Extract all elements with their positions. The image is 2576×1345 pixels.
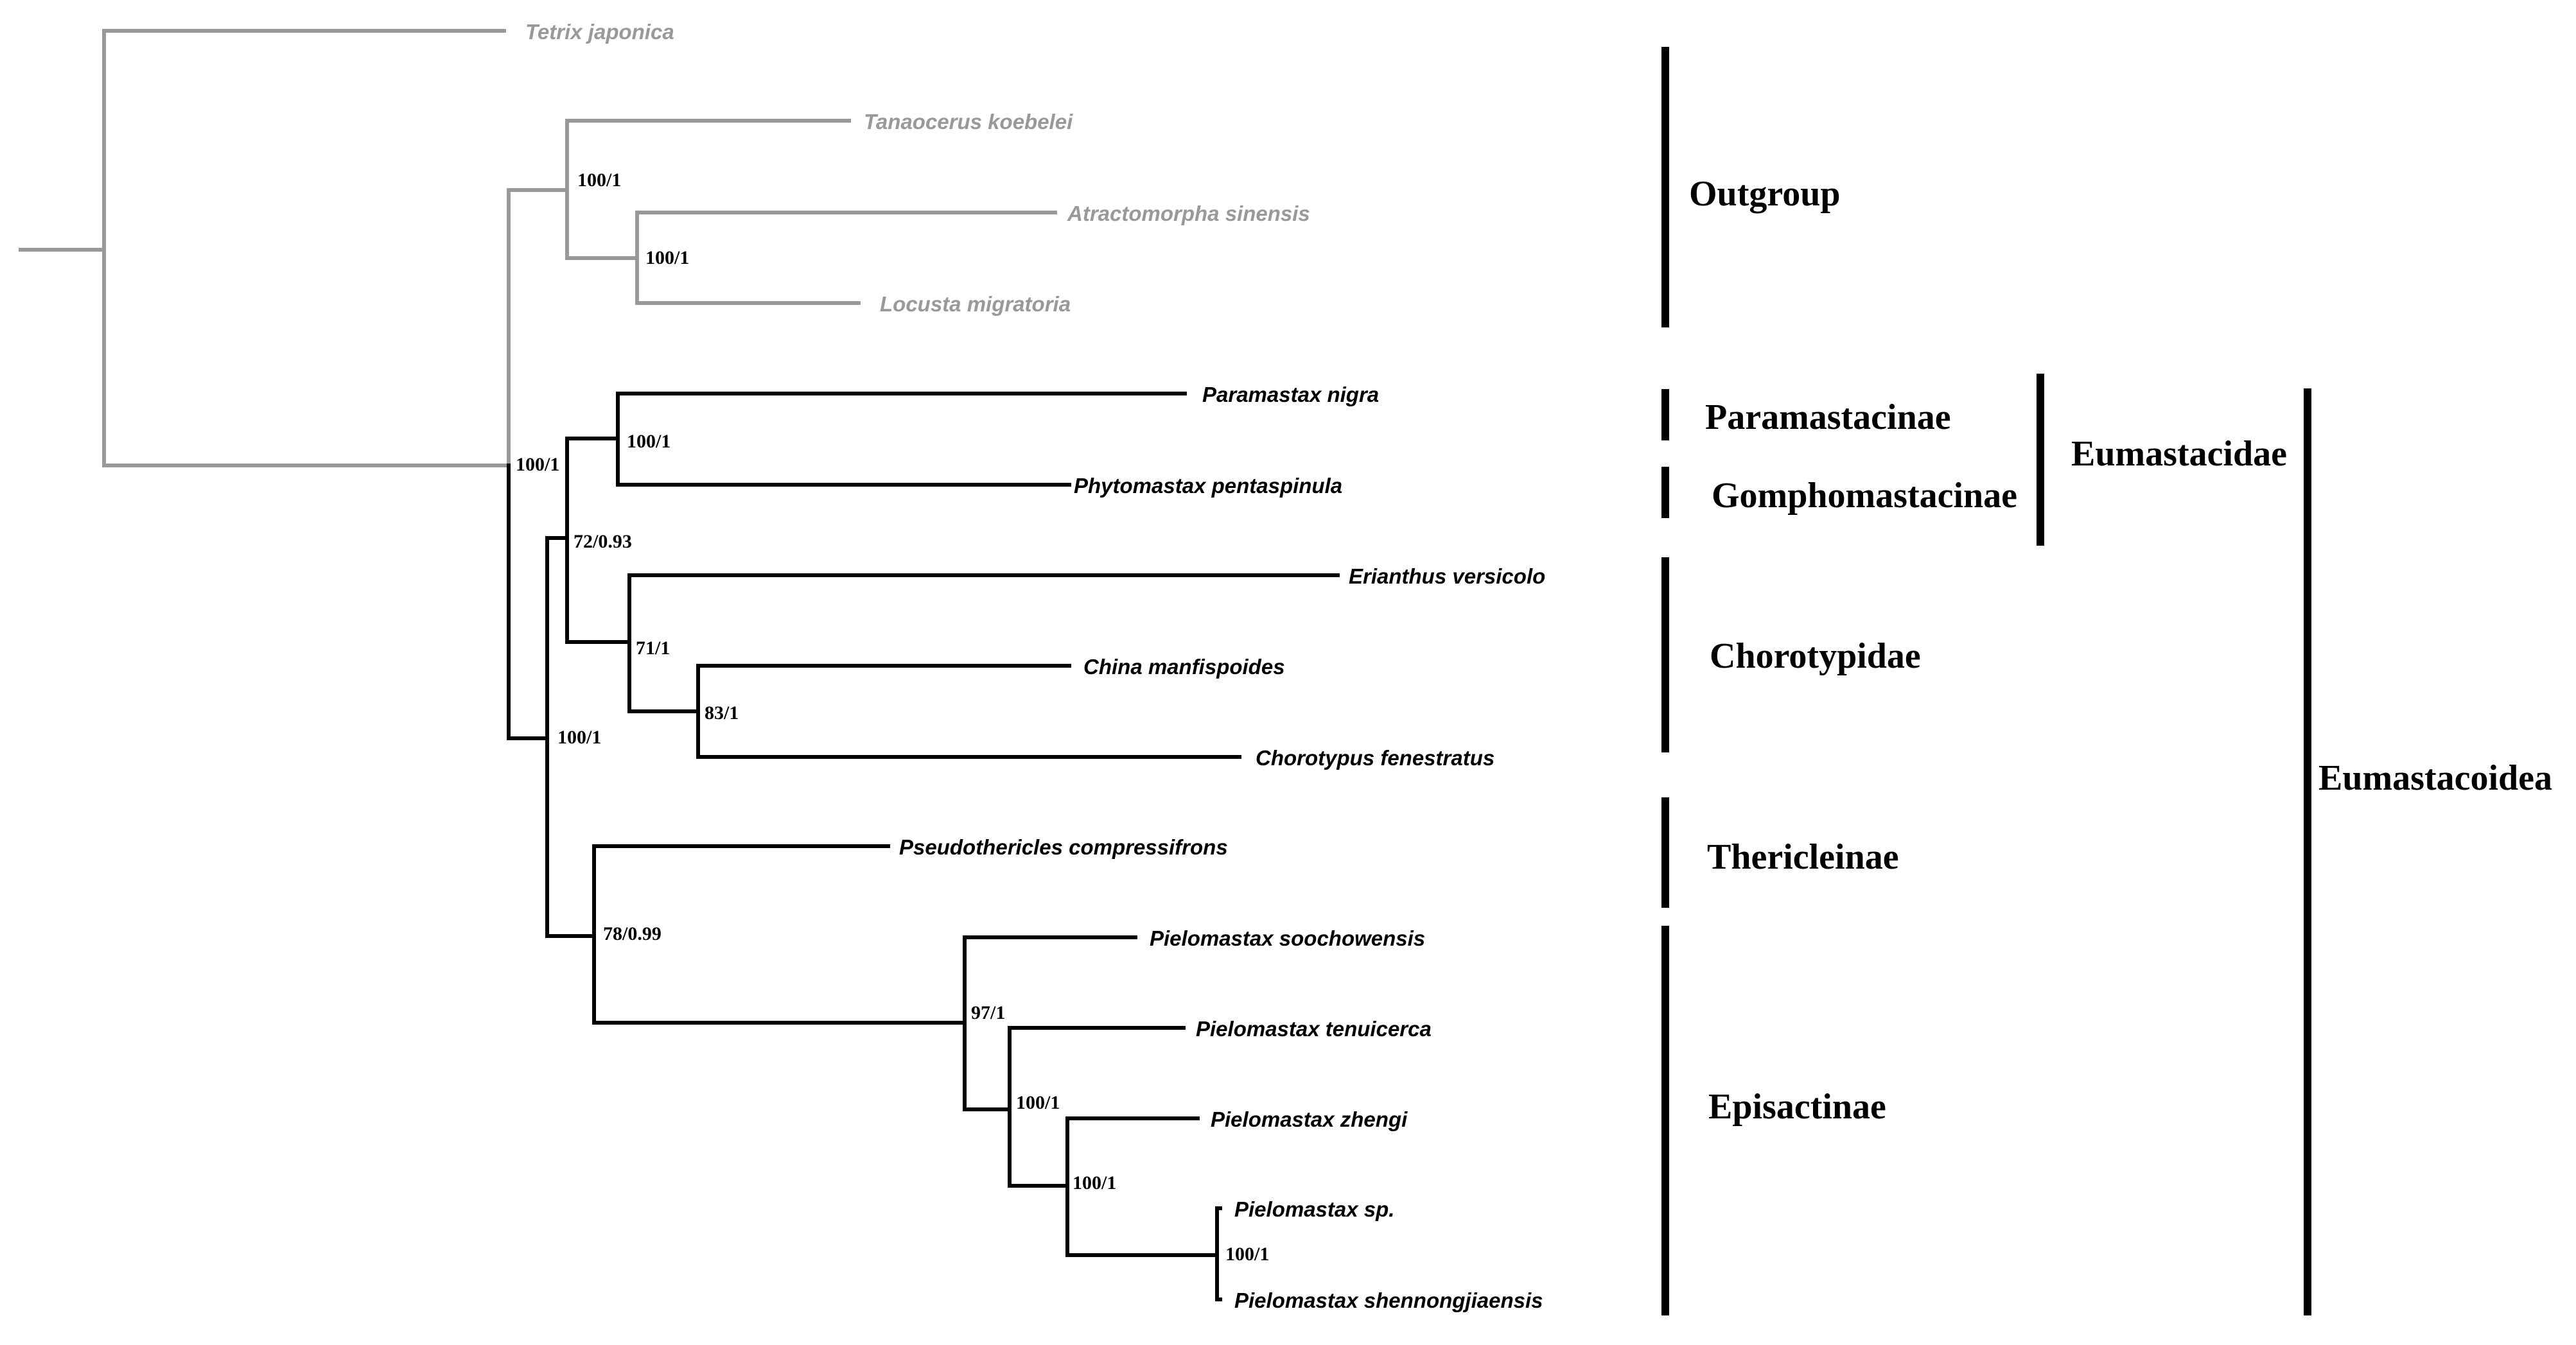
bracket-eumastacidae xyxy=(2037,374,2044,546)
support-pielomastax-all: 97/1 xyxy=(971,1002,1005,1023)
taxon-pielomastax-tenuicerca: Pielomastax tenuicerca xyxy=(1196,1017,1432,1041)
taxon-chorotypus-fenestratus: Chorotypus fenestratus xyxy=(1256,746,1494,770)
label-episactinae: Episactinae xyxy=(1708,1087,1886,1127)
label-thericleinae: Thericleinae xyxy=(1707,837,1899,877)
label-gomphomastacinae: Gomphomastacinae xyxy=(1712,476,2017,516)
clade-labels: Outgroup Paramastacinae Gomphomastacinae… xyxy=(1689,174,2552,1127)
bracket-outgroup xyxy=(1661,47,1669,327)
clade-brackets xyxy=(1661,47,2311,1315)
support-sp-shennongjiaensis: 100/1 xyxy=(1225,1244,1269,1265)
bracket-paramastacinae xyxy=(1661,389,1669,440)
taxon-pielomastax-shennongjiaensis: Pielomastax shennongjiaensis xyxy=(1234,1289,1543,1312)
support-values: 100/1 100/1 100/1 100/1 72/0.93 71/1 83/… xyxy=(516,169,1269,1265)
support-eumastacoidea-core: 100/1 xyxy=(557,727,601,748)
bracket-eumastacoidea xyxy=(2304,388,2311,1315)
outgroup-branches xyxy=(19,29,1057,467)
taxon-pielomastax-sp: Pielomastax sp. xyxy=(1234,1197,1394,1221)
support-atractomorpha-locusta: 100/1 xyxy=(645,247,689,268)
support-ingroup-root: 100/1 xyxy=(516,454,559,475)
bracket-chorotypidae xyxy=(1661,557,1669,752)
taxon-tanaocerus-koebelei: Tanaocerus koebelei xyxy=(864,110,1073,134)
taxon-pielomastax-zhengi: Pielomastax zhengi xyxy=(1211,1107,1408,1131)
label-eumastacidae: Eumastacidae xyxy=(2071,434,2287,474)
support-eumastacidae-chorotypidae: 72/0.93 xyxy=(574,531,632,552)
taxon-labels: Tetrix japonica Tanaocerus koebelei Atra… xyxy=(525,20,1545,1312)
bracket-episactinae xyxy=(1661,926,1669,1315)
support-zhengi-sp-clade: 100/1 xyxy=(1073,1172,1116,1193)
bracket-thericleinae xyxy=(1661,797,1669,908)
bracket-gomphomastacinae xyxy=(1661,467,1669,518)
support-pielomastax-inner: 100/1 xyxy=(1016,1092,1060,1113)
taxon-tetrix-japonica: Tetrix japonica xyxy=(525,20,674,44)
taxon-erianthus-versicolo: Erianthus versicolo xyxy=(1349,564,1545,588)
taxon-paramastax-nigra: Paramastax nigra xyxy=(1202,383,1379,406)
label-outgroup: Outgroup xyxy=(1689,174,1840,214)
ingroup-branches xyxy=(507,392,1340,1301)
taxon-pielomastax-soochowensis: Pielomastax soochowensis xyxy=(1150,926,1425,950)
support-chorotypidae: 71/1 xyxy=(636,638,670,659)
taxon-phytomastax-pentaspinula: Phytomastax pentaspinula xyxy=(1074,474,1342,498)
support-tanaocerus-clade: 100/1 xyxy=(577,169,621,191)
label-chorotypidae: Chorotypidae xyxy=(1710,636,1921,676)
taxon-pseudothericles-compressifrons: Pseudothericles compressifrons xyxy=(899,835,1228,859)
support-china-chorotypus: 83/1 xyxy=(705,702,739,724)
label-eumastacoidea: Eumastacoidea xyxy=(2318,758,2552,798)
support-paramastax-phytomastax: 100/1 xyxy=(627,431,670,452)
taxon-china-manfispoides: China manfispoides xyxy=(1083,655,1285,679)
taxon-locusta-migratoria: Locusta migratoria xyxy=(880,292,1071,316)
taxon-atractomorpha-sinensis: Atractomorpha sinensis xyxy=(1067,202,1310,225)
label-paramastacinae: Paramastacinae xyxy=(1705,397,1951,437)
support-thericleinae-episactinae: 78/0.99 xyxy=(603,923,662,944)
